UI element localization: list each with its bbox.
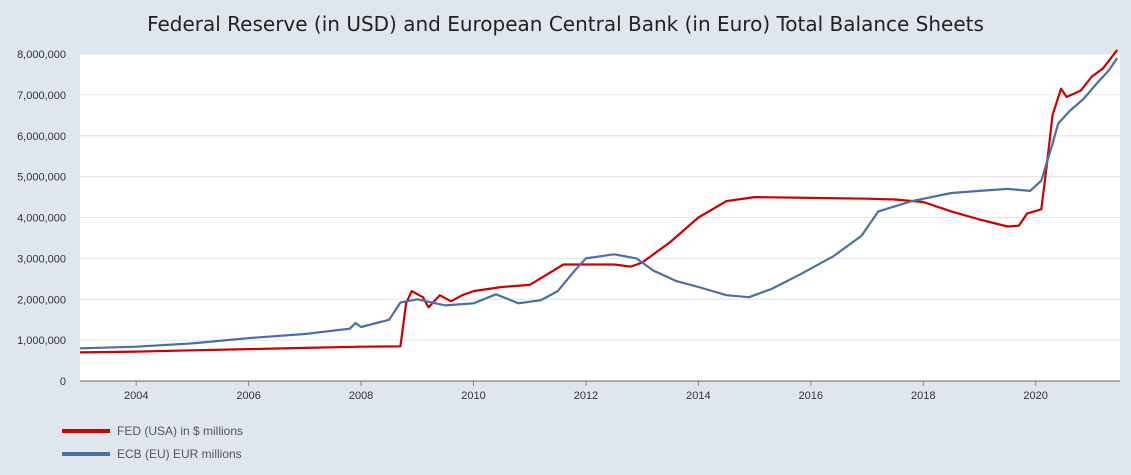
legend-swatch-ecb bbox=[62, 452, 110, 456]
x-tick-label: 2008 bbox=[349, 390, 373, 402]
legend-swatch-fed bbox=[62, 429, 110, 433]
y-tick-label: 6,000,000 bbox=[17, 131, 66, 143]
x-tick-label: 2004 bbox=[124, 390, 148, 402]
x-tick-label: 2012 bbox=[574, 390, 598, 402]
grid-layer bbox=[80, 53, 1120, 382]
y-tick-label: 3,000,000 bbox=[17, 253, 66, 265]
series-layer bbox=[79, 49, 1119, 354]
legend-label-ecb: ECB (EU) EUR millions bbox=[117, 447, 242, 461]
y-tick-label: 7,000,000 bbox=[17, 90, 66, 102]
legend-item-ecb[interactable]: ECB (EU) EUR millions bbox=[62, 447, 242, 461]
chart-title: Federal Reserve (in USD) and European Ce… bbox=[147, 12, 984, 36]
y-tick-label: 0 bbox=[60, 376, 66, 388]
x-tick-label: 2014 bbox=[686, 390, 710, 402]
x-tick-label: 2018 bbox=[911, 390, 935, 402]
y-tick-label: 2,000,000 bbox=[17, 294, 66, 306]
x-axis: 2004 2006 2008 2010 2012 2014 2016 2018 2020 bbox=[80, 380, 1120, 402]
x-tick-label: 2016 bbox=[799, 390, 823, 402]
series-line-ecb bbox=[79, 57, 1119, 350]
x-tick-label: 2010 bbox=[461, 390, 485, 402]
legend-item-fed[interactable]: FED (USA) in $ millions bbox=[62, 424, 243, 438]
legend-label-fed: FED (USA) in $ millions bbox=[117, 424, 244, 438]
y-tick-label: 4,000,000 bbox=[17, 213, 66, 225]
x-tick-label: 2006 bbox=[236, 390, 260, 402]
y-tick-label: 1,000,000 bbox=[17, 335, 66, 347]
y-tick-label: 8,000,000 bbox=[17, 49, 66, 61]
x-tick-label: 2020 bbox=[1023, 390, 1047, 402]
y-axis: 0 1,000,000 2,000,000 3,000,000 4,000,000 5,0… bbox=[17, 49, 66, 388]
y-tick-label: 5,000,000 bbox=[17, 172, 66, 184]
